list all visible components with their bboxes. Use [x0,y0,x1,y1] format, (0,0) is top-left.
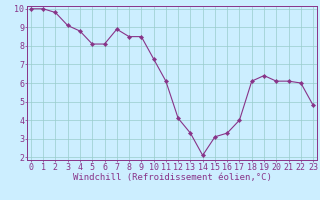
X-axis label: Windchill (Refroidissement éolien,°C): Windchill (Refroidissement éolien,°C) [73,173,271,182]
